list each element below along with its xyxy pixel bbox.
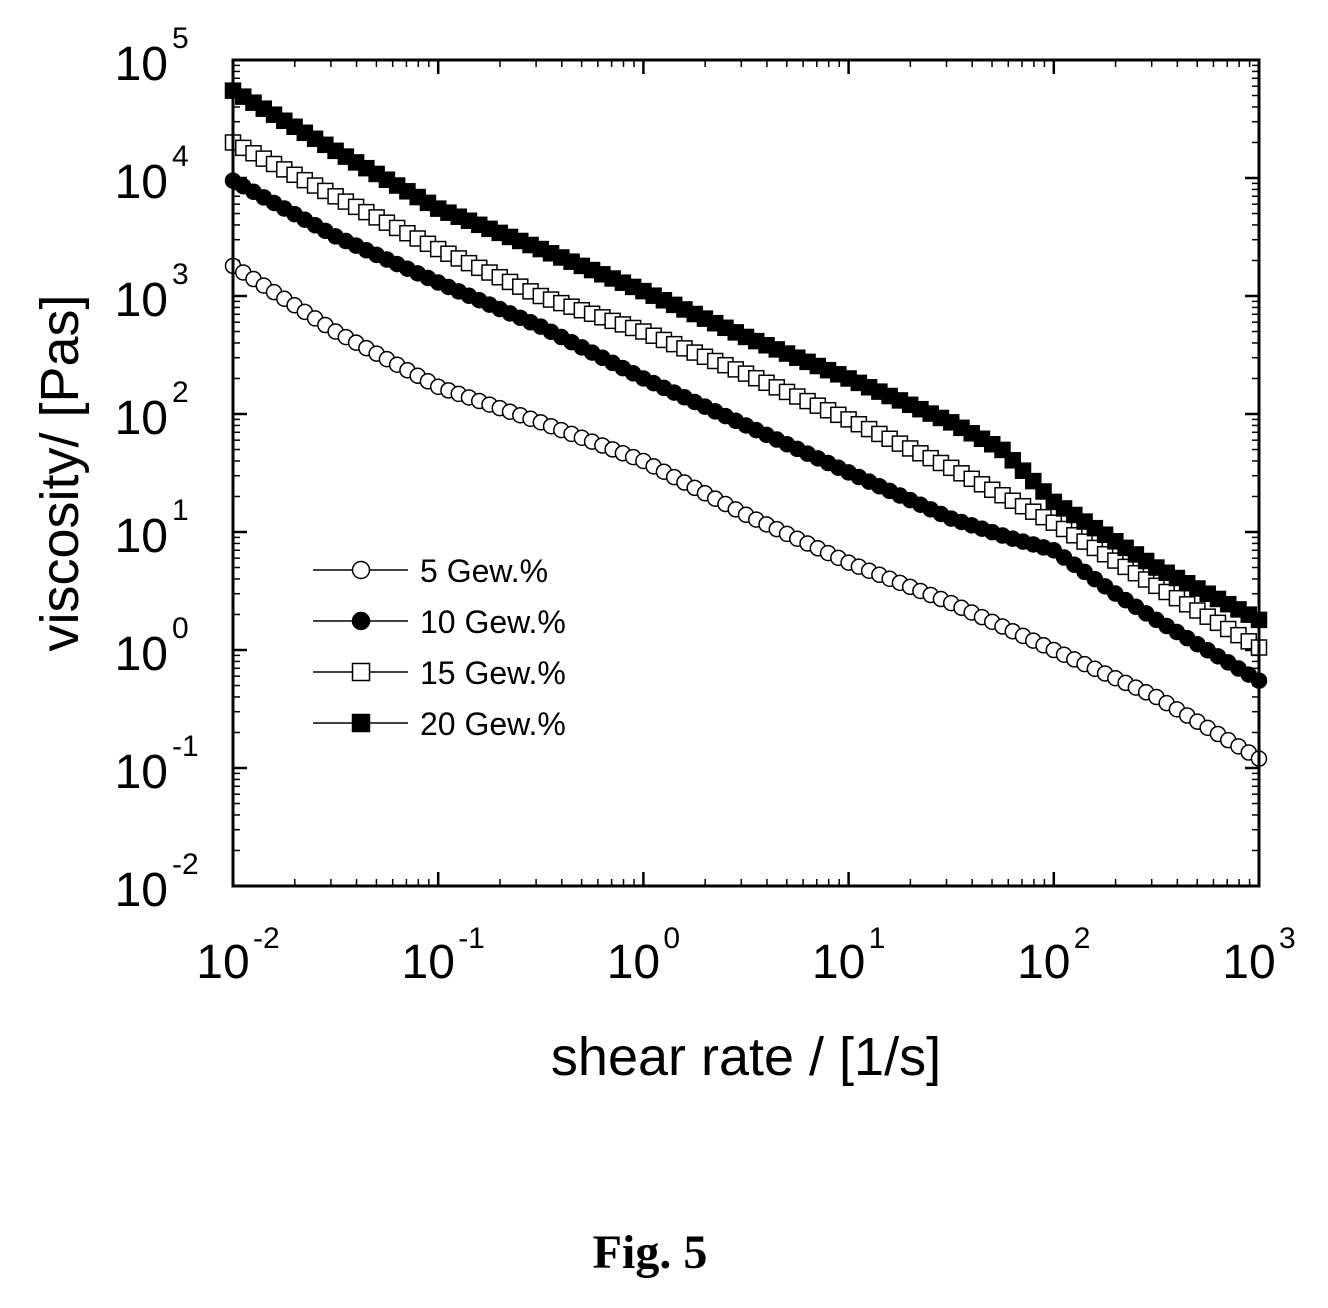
legend-marker <box>351 662 371 682</box>
x-tick-label: 10 <box>607 936 660 989</box>
x-tick-exponent: -1 <box>458 922 485 955</box>
x-axis-title: shear rate / [1/s] <box>551 1027 941 1087</box>
y-tick-label: 10 <box>115 392 168 445</box>
y-tick-exponent: 5 <box>172 22 189 55</box>
y-tick-label: 10 <box>115 746 168 799</box>
y-tick-label: 10 <box>115 156 168 209</box>
y-tick-exponent: -2 <box>172 848 199 881</box>
series-1 <box>224 257 1268 767</box>
y-axis-title: viscosity/ [Pas] <box>30 294 90 651</box>
x-tick-exponent: 3 <box>1279 922 1296 955</box>
y-tick-exponent: 3 <box>172 258 189 291</box>
series-3 <box>224 134 1268 656</box>
plot-frame <box>231 58 1261 888</box>
legend-item: 10 Gew.% <box>313 604 566 640</box>
legend-marker <box>351 611 371 631</box>
chart: 10 -2 10 -1 10 0 10 1 10 2 10 310 -210 -110 010 110 210 3… <box>30 22 1296 1087</box>
x-tick-exponent: 1 <box>869 922 886 955</box>
y-tick-exponent: 4 <box>172 140 189 173</box>
y-tick-exponent: 1 <box>172 494 189 527</box>
series-layer <box>224 82 1268 767</box>
y-tick-label: 10 <box>115 274 168 327</box>
legend-marker <box>351 713 371 733</box>
legend-item: 20 Gew.% <box>313 706 566 742</box>
x-tick-label: 10 <box>1017 936 1070 989</box>
x-tick-label: 10 <box>812 936 865 989</box>
legend-marker <box>351 560 371 580</box>
x-tick-label: 10 <box>196 936 249 989</box>
x-tick-exponent: 0 <box>663 922 680 955</box>
x-tick-label: 10 <box>1222 936 1275 989</box>
x-tick-label: 10 <box>402 936 455 989</box>
legend-item: 5 Gew.% <box>313 553 548 589</box>
y-tick-exponent: 0 <box>172 612 189 645</box>
x-tick-exponent: 2 <box>1074 922 1091 955</box>
series-4 <box>224 82 1268 629</box>
y-tick-exponent: 2 <box>172 376 189 409</box>
y-tick-label: 10 <box>115 510 168 563</box>
y-tick-label: 10 <box>115 628 168 681</box>
legend-item: 15 Gew.% <box>313 655 566 691</box>
series-2 <box>224 172 1268 689</box>
x-tick-exponent: -2 <box>253 922 280 955</box>
y-tick-exponent: -1 <box>172 730 199 763</box>
legend-label: 20 Gew.% <box>420 706 566 742</box>
legend: 5 Gew.% 10 Gew.% 15 Gew.% 20 Gew.% <box>313 553 566 742</box>
y-tick-label: 10 <box>115 38 168 91</box>
legend-label: 5 Gew.% <box>420 553 548 589</box>
y-tick-label: 10 <box>115 864 168 917</box>
legend-label: 10 Gew.% <box>420 604 566 640</box>
figure-caption: Fig. 5 <box>592 1226 708 1279</box>
legend-label: 15 Gew.% <box>420 655 566 691</box>
